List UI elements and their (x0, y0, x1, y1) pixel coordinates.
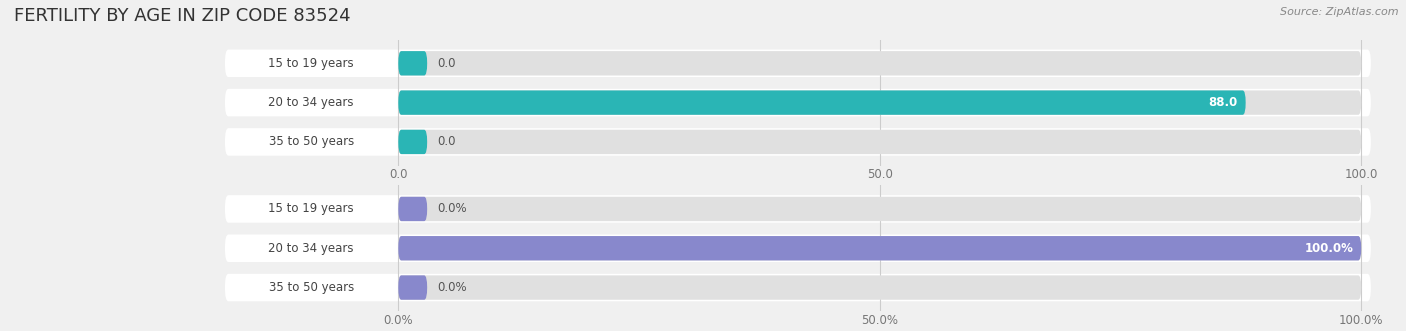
FancyBboxPatch shape (225, 50, 1371, 77)
FancyBboxPatch shape (398, 275, 1361, 300)
Text: 20 to 34 years: 20 to 34 years (269, 242, 354, 255)
Text: 15 to 19 years: 15 to 19 years (269, 57, 354, 70)
FancyBboxPatch shape (225, 89, 1371, 117)
FancyBboxPatch shape (226, 130, 395, 154)
FancyBboxPatch shape (398, 130, 1361, 154)
FancyBboxPatch shape (398, 197, 1361, 221)
FancyBboxPatch shape (398, 236, 1361, 260)
FancyBboxPatch shape (226, 90, 395, 115)
FancyBboxPatch shape (398, 90, 1246, 115)
Text: 20 to 34 years: 20 to 34 years (269, 96, 354, 109)
FancyBboxPatch shape (225, 128, 1371, 156)
Text: 100.0%: 100.0% (1305, 242, 1354, 255)
FancyBboxPatch shape (226, 51, 395, 75)
Text: Source: ZipAtlas.com: Source: ZipAtlas.com (1281, 7, 1399, 17)
Text: 0.0: 0.0 (437, 135, 456, 148)
FancyBboxPatch shape (398, 51, 1361, 75)
FancyBboxPatch shape (225, 274, 1371, 301)
FancyBboxPatch shape (225, 234, 1371, 262)
FancyBboxPatch shape (226, 236, 395, 260)
FancyBboxPatch shape (398, 90, 1361, 115)
Text: 0.0%: 0.0% (437, 203, 467, 215)
FancyBboxPatch shape (398, 275, 427, 300)
FancyBboxPatch shape (398, 130, 427, 154)
FancyBboxPatch shape (226, 275, 395, 300)
Text: 0.0: 0.0 (437, 57, 456, 70)
FancyBboxPatch shape (398, 51, 427, 75)
Text: 88.0: 88.0 (1209, 96, 1237, 109)
Text: 35 to 50 years: 35 to 50 years (269, 135, 354, 148)
Text: 15 to 19 years: 15 to 19 years (269, 203, 354, 215)
Text: 0.0%: 0.0% (437, 281, 467, 294)
FancyBboxPatch shape (225, 195, 1371, 223)
Text: FERTILITY BY AGE IN ZIP CODE 83524: FERTILITY BY AGE IN ZIP CODE 83524 (14, 7, 350, 24)
FancyBboxPatch shape (398, 236, 1361, 260)
FancyBboxPatch shape (226, 197, 395, 221)
Text: 35 to 50 years: 35 to 50 years (269, 281, 354, 294)
FancyBboxPatch shape (398, 197, 427, 221)
